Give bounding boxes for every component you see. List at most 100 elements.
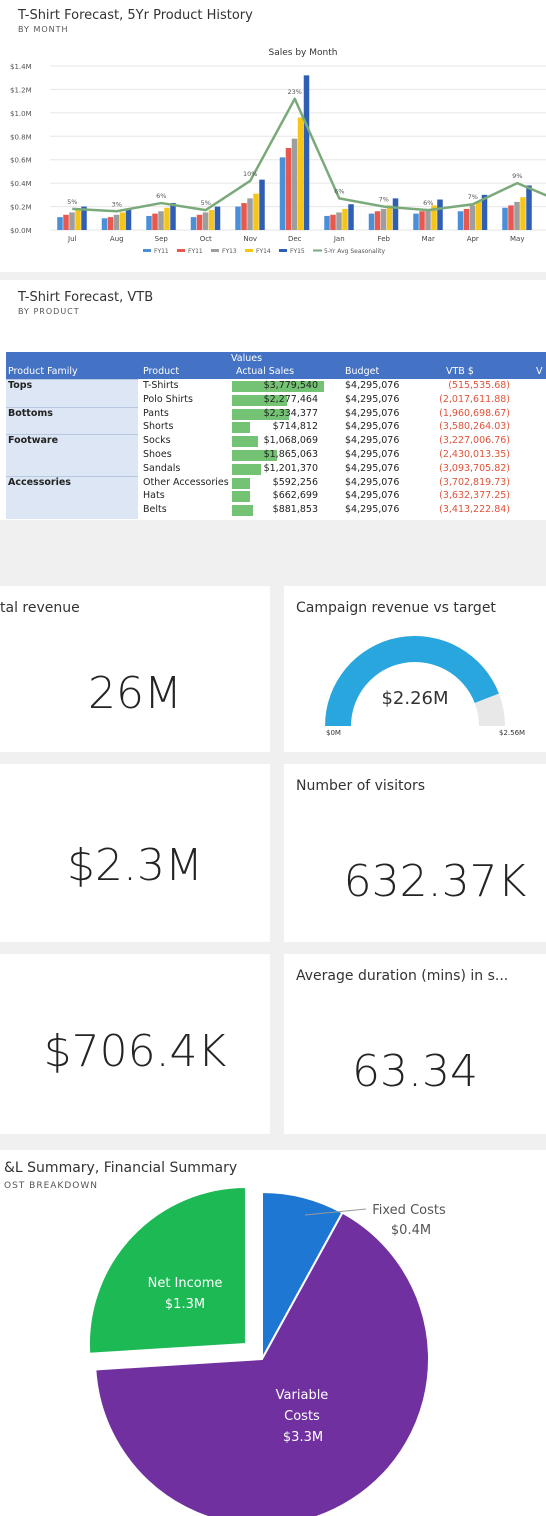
y-tick-label: $1.4M bbox=[10, 63, 32, 71]
actual-sales-databar bbox=[232, 394, 288, 406]
pie-label-net-income: Net Income bbox=[148, 1276, 223, 1291]
bar-fy11 bbox=[190, 217, 197, 230]
sales-card-title: T-Shirt Forecast, 5Yr Product History bbox=[18, 8, 253, 23]
data-label: 23% bbox=[288, 88, 302, 96]
row-vtb: (3,227,006.76) bbox=[439, 435, 510, 447]
data-label: 9% bbox=[512, 172, 522, 180]
actual-sales-databar bbox=[232, 463, 262, 475]
bar-fy15 bbox=[259, 179, 265, 230]
vtb-card-subtitle: BY PRODUCT bbox=[18, 307, 80, 316]
kpi-tile-3[interactable]: $2.3M bbox=[0, 764, 270, 942]
row-family-label: Footware bbox=[8, 435, 59, 447]
y-tick-label: $0.4M bbox=[10, 180, 32, 188]
x-tick-label: May bbox=[510, 235, 524, 243]
row-family-label: Tops bbox=[8, 380, 33, 391]
total-revenue-value: 26M bbox=[88, 668, 182, 719]
y-tick-label: $0.0M bbox=[10, 227, 32, 235]
legend-item: FY11 bbox=[177, 248, 203, 255]
row-budget: $4,295,076 bbox=[345, 476, 400, 488]
bar-fy11 bbox=[374, 211, 381, 230]
vtb-table: Values Product Family Product Actual Sales B… bbox=[0, 280, 546, 520]
bar-fy13 bbox=[380, 208, 387, 230]
financial-summary-card[interactable]: &L Summary, Financial Summary OST BREAKD… bbox=[0, 1150, 546, 1516]
y-tick-label: $0.2M bbox=[10, 204, 32, 212]
legend-swatch bbox=[245, 249, 253, 252]
row-actual-sales: $1,201,370 bbox=[263, 462, 318, 474]
legend-swatch bbox=[177, 249, 185, 252]
legend-swatch bbox=[143, 249, 151, 252]
column-header-actual-sales: Actual Sales bbox=[236, 366, 295, 377]
row-product-label: Socks bbox=[143, 435, 171, 447]
y-tick-label: $1.0M bbox=[10, 110, 32, 118]
bar-fy11 bbox=[146, 215, 152, 230]
bar-fy14 bbox=[75, 208, 81, 230]
bar-fy14 bbox=[475, 201, 482, 230]
campaign-revenue-tile[interactable]: Campaign revenue vs target $2.26M $0M $2… bbox=[284, 586, 546, 752]
duration-tile[interactable]: Average duration (mins) in s... 63.34 bbox=[284, 954, 546, 1134]
bar-fy11 bbox=[63, 214, 69, 230]
legend-item: FY13 bbox=[211, 248, 237, 255]
row-product-label: T-Shirts bbox=[143, 380, 179, 391]
visitors-tile[interactable]: Number of visitors 632.37K bbox=[284, 764, 546, 942]
data-label: 6% bbox=[156, 192, 166, 200]
bar-fy13 bbox=[202, 212, 209, 230]
row-budget: $4,295,076 bbox=[345, 490, 400, 502]
x-tick-label: Sep bbox=[155, 235, 169, 243]
row-vtb: (3,413,222.84) bbox=[439, 504, 510, 516]
bar-fy13 bbox=[514, 201, 520, 230]
legend-label: FY15 bbox=[290, 248, 305, 255]
row-product-label: Hats bbox=[143, 490, 165, 502]
row-vtb: (3,702,819.73) bbox=[439, 476, 510, 488]
bar-fy14 bbox=[119, 212, 126, 230]
data-label: 7% bbox=[379, 196, 389, 204]
fixed-costs-leader bbox=[304, 1208, 367, 1216]
data-label: 6% bbox=[334, 187, 344, 195]
row-budget: $4,295,076 bbox=[345, 449, 400, 460]
family-separator bbox=[6, 475, 138, 477]
legend-label: FY11 bbox=[188, 248, 203, 255]
row-actual-sales: $1,068,069 bbox=[263, 435, 318, 447]
row-vtb: (2,430,013.35) bbox=[439, 449, 510, 460]
legend-swatch bbox=[279, 249, 287, 252]
x-tick-label: Oct bbox=[200, 235, 212, 243]
bar-fy11 bbox=[196, 214, 203, 230]
sales-chart[interactable]: Sales by Month $1.4M $1.2M $1.0M $0.8M $0.6M $… bbox=[0, 40, 546, 270]
x-tick-label: Aug bbox=[110, 235, 124, 243]
row-product-label: Sandals bbox=[143, 462, 181, 474]
row-product-label: Pants bbox=[143, 407, 169, 419]
bar-fy11 bbox=[457, 211, 464, 230]
kpi-tile-5[interactable]: $706.4K bbox=[0, 954, 270, 1134]
row-product-label: Belts bbox=[143, 504, 167, 516]
vtb-table-card[interactable]: T-Shirt Forecast, VTB BY PRODUCT Values P… bbox=[0, 280, 546, 520]
cost-breakdown-pie[interactable]: Fixed Costs $0.4M Variable Costs $3.3M Net In… bbox=[0, 1150, 546, 1516]
bar-fy14 bbox=[164, 207, 170, 230]
total-revenue-tile[interactable]: tal revenue 26M bbox=[0, 586, 270, 752]
column-header-product: Product bbox=[143, 366, 180, 377]
family-separator bbox=[6, 379, 138, 380]
bar-fy15 bbox=[348, 204, 354, 230]
bar-fy14 bbox=[208, 210, 215, 230]
legend-item: FY15 bbox=[279, 248, 305, 255]
column-header-vtb: VTB $ bbox=[446, 366, 474, 377]
data-label: 7% bbox=[468, 193, 478, 201]
y-tick-label: $1.2M bbox=[10, 86, 32, 94]
pie-slice-variable-costs bbox=[94, 1211, 430, 1516]
bar-fy11 bbox=[241, 203, 247, 230]
row-budget: $4,295,076 bbox=[345, 421, 400, 433]
actual-sales-databar bbox=[232, 422, 250, 434]
sales-by-month-card[interactable]: T-Shirt Forecast, 5Yr Product History BY… bbox=[0, 0, 546, 272]
bar-fy11 bbox=[508, 205, 514, 230]
pie-slice-net-income bbox=[87, 1185, 247, 1355]
actual-sales-databar bbox=[232, 381, 324, 392]
visitors-value: 632.37K bbox=[343, 856, 527, 907]
family-separator bbox=[6, 434, 138, 436]
legend-item: FY14 bbox=[245, 248, 271, 255]
bar-fy15 bbox=[437, 199, 443, 230]
bar-fy14 bbox=[342, 208, 348, 230]
legend-swatch bbox=[211, 249, 219, 252]
actual-sales-databar bbox=[232, 505, 254, 517]
family-column-band bbox=[6, 379, 138, 519]
bar-fy11 bbox=[368, 213, 375, 230]
bar-fy13 bbox=[469, 205, 476, 230]
